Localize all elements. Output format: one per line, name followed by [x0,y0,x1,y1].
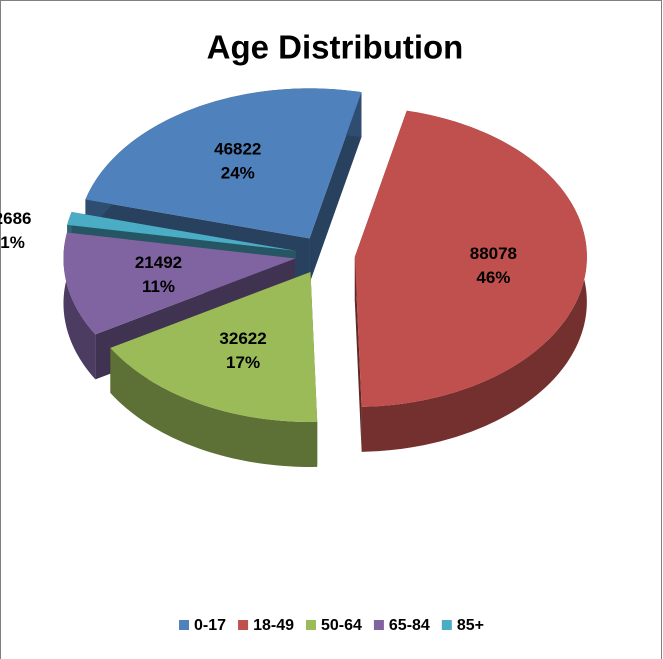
pie-slice [354,110,587,452]
legend-swatch [441,620,452,630]
data-label-percent: 11% [142,277,175,296]
slice-side [110,347,318,467]
legend: 0-17 18-49 50-64 65-84 85+ [179,617,484,634]
legend-label: 85+ [457,617,484,634]
pie-slice [110,271,318,467]
legend-label: 50-64 [321,617,362,634]
slice-top [67,211,296,251]
slice-top [110,271,318,422]
slice-top [85,88,362,239]
data-label-value: 32622 [219,329,266,348]
legend-label: 0-17 [194,617,226,634]
data-label-value: 2686 [0,209,31,228]
data-label-percent: 24% [221,164,255,183]
data-label-value: 88078 [470,244,517,263]
data-label-percent: 1% [0,233,25,252]
legend-swatch [238,620,249,630]
slice-wall [309,92,362,284]
slice-wall [354,256,362,452]
legend-swatch [179,620,190,630]
data-label-percent: 46% [476,268,510,287]
legend-swatch [373,620,384,630]
data-label-value: 21492 [135,253,182,272]
legend-label: 65-84 [389,617,430,634]
slice-top [63,232,296,335]
legend-swatch [305,620,316,630]
legend-label: 18-49 [253,617,294,634]
chart-title: Age Distribution [207,29,464,66]
data-label-value: 46822 [214,140,261,159]
slice-side [63,232,96,380]
slice-top [354,110,587,407]
data-label-percent: 17% [226,353,260,372]
